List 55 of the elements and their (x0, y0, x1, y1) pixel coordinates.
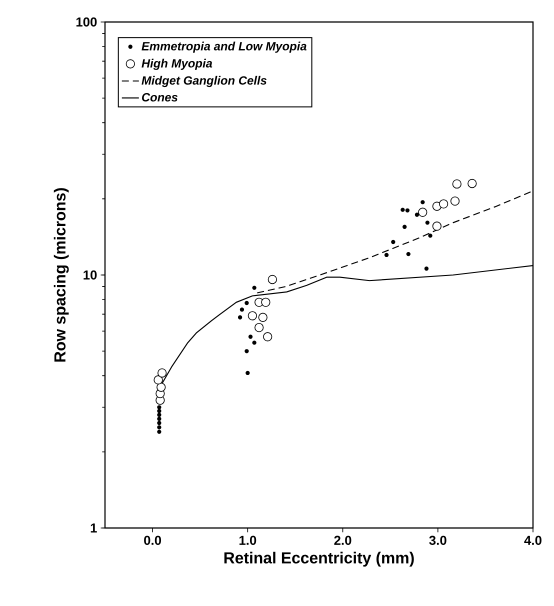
x-tick-label: 1.0 (239, 536, 256, 545)
point (452, 179, 462, 189)
x-tick-label: 2.0 (334, 536, 352, 545)
point (157, 405, 162, 410)
y-tick-label: 100 (76, 17, 97, 27)
point (157, 368, 167, 378)
point (254, 322, 264, 332)
point (428, 234, 432, 238)
point (246, 370, 250, 376)
point (154, 375, 163, 384)
x-axis-title: Retinal Eccentricity (mm) (224, 552, 414, 567)
point (156, 382, 166, 392)
point (157, 416, 162, 421)
point (468, 178, 477, 188)
point (258, 312, 268, 322)
legend-label: Cones (142, 93, 178, 102)
legend-label: Midget Ganglion Cells (142, 76, 267, 88)
point (432, 222, 442, 231)
x-tick-label: 4.0 (524, 536, 542, 545)
point (406, 252, 410, 256)
point (439, 199, 448, 208)
x-tick-label: 0.0 (144, 536, 162, 545)
y-tick-label: 1 (90, 524, 97, 532)
point (252, 340, 256, 345)
point (240, 308, 244, 312)
point (425, 220, 430, 225)
point (450, 196, 460, 206)
point (157, 420, 162, 426)
point (157, 430, 162, 434)
point (244, 349, 249, 354)
point (402, 224, 407, 229)
legend-label: Emmetropia and Low Myopia (142, 42, 306, 53)
point (384, 252, 389, 258)
point (268, 274, 277, 284)
legend-label: High Myopia (142, 58, 212, 70)
point (263, 332, 272, 342)
point (252, 286, 256, 290)
point (248, 334, 253, 339)
point (157, 408, 162, 414)
point (418, 208, 428, 217)
point (405, 208, 410, 213)
x-tick-label: 3.0 (429, 536, 446, 545)
point (391, 240, 396, 244)
point (244, 300, 249, 306)
point (157, 425, 162, 430)
point (420, 200, 425, 204)
y-axis-title: Row spacing (microns) (54, 188, 69, 362)
point (400, 208, 405, 212)
y-tick-label: 10 (84, 270, 97, 280)
point (424, 266, 429, 271)
point (261, 298, 270, 307)
point (414, 212, 420, 217)
point (157, 412, 162, 417)
point (238, 315, 242, 320)
point (248, 311, 258, 320)
